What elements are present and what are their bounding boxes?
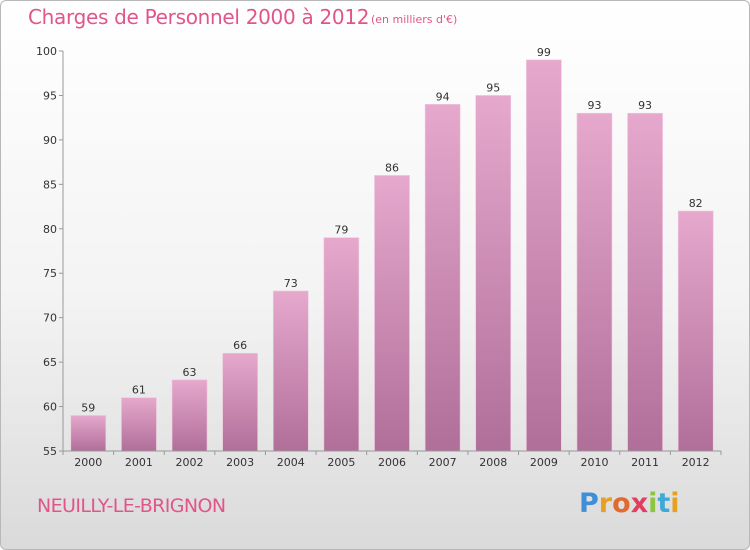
x-tick-label: 2004 [277,456,305,469]
data-label: 63 [183,366,197,379]
logo-letter: i [648,488,658,519]
data-label: 94 [436,90,450,103]
x-tick-label: 2002 [176,456,204,469]
data-label: 79 [334,224,348,237]
bar [576,112,613,452]
data-label: 66 [233,339,247,352]
y-tick-label: 60 [43,401,57,414]
bar [374,175,410,452]
bar [627,112,663,452]
x-tick-label: 2010 [580,456,608,469]
bar [475,95,512,452]
data-label: 99 [537,46,551,59]
y-tick-label: 70 [43,312,57,325]
data-label: 95 [486,81,500,94]
bar [424,104,461,452]
y-tick-label: 85 [43,178,57,191]
y-tick-label: 80 [43,223,57,236]
y-tick-label: 75 [43,267,57,280]
bars: 59 61 63 66 73 79 86 94 95 99 93 93 82 [70,46,714,452]
bar [121,397,157,452]
bar [272,290,309,452]
x-tick-label: 2008 [479,456,507,469]
x-tick-label: 2003 [226,456,254,469]
data-label: 82 [689,197,703,210]
bar [222,352,258,452]
y-tick-label: 55 [43,445,57,458]
logo-letter: o [612,488,631,519]
bar [171,379,208,452]
y-tick-label: 100 [36,45,57,58]
x-tick-label: 2001 [125,456,153,469]
data-label: 59 [81,401,95,414]
x-tick-label: 2006 [378,456,406,469]
data-label: 86 [385,161,399,174]
logo-letter: x [630,488,649,519]
x-tick-label: 2011 [631,456,659,469]
logo-letter: r [598,488,613,519]
x-tick-label: 2012 [682,456,710,469]
chart-title: Charges de Personnel 2000 à 2012 [28,5,370,29]
y-tick-label: 65 [43,356,57,369]
logo-letter: t [657,488,671,519]
chart-subtitle: (en milliers d'€) [371,13,458,26]
data-label: 93 [587,99,601,112]
x-tick-label: 2005 [327,456,355,469]
bar [677,210,714,452]
data-label: 61 [132,384,146,397]
x-tick-label: 2000 [74,456,102,469]
logo-letter: i [670,488,680,519]
x-axis: 2000 2001 2002 2003 2004 2005 2006 2007 2008 2009… [62,450,722,469]
bar [526,59,562,452]
y-axis: 55 60 65 70 75 80 85 90 95 100 [36,45,64,458]
data-label: 73 [284,277,298,290]
proxiti-logo: Proxiti [579,488,680,519]
x-tick-label: 2007 [429,456,457,469]
x-tick-label: 2009 [530,456,558,469]
data-label: 93 [638,99,652,112]
y-tick-label: 95 [43,89,57,102]
bar [323,237,360,452]
commune-name: NEUILLY-LE-BRIGNON [37,495,226,517]
logo-letter: P [579,488,599,519]
bar [70,415,107,452]
y-tick-label: 90 [43,134,57,147]
